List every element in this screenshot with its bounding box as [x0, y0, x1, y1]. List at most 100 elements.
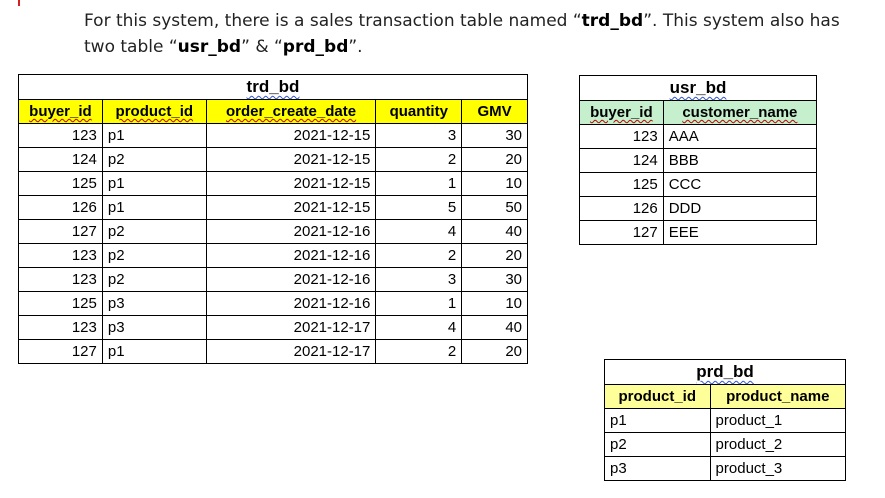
table-cell: 2021-12-17	[205, 315, 377, 340]
intro-trd-name: trd_bd	[581, 11, 644, 31]
trd-bd-table: trd_bd buyer_id product_id order_create_…	[18, 74, 528, 364]
table-cell: 123	[18, 123, 103, 148]
table-row: 123 AAA	[579, 124, 818, 149]
table-row: 127 EEE	[579, 220, 818, 245]
table-cell: 2021-12-17	[205, 339, 377, 364]
intro-text-2: ”. This system also has two table “	[84, 11, 840, 57]
table-cell: BBB	[662, 148, 818, 173]
column-header: buyer_id	[579, 100, 664, 125]
table-row: 126 p1 2021-12-15 5 50	[18, 195, 528, 220]
table-cell: 10	[461, 291, 528, 316]
table-cell: 4	[375, 315, 463, 340]
table-cell: 40	[461, 315, 528, 340]
usr-bd-body: 123 AAA 124 BBB 125 CCC 126 DDD 127 EEE	[579, 124, 818, 245]
table-cell: product_1	[709, 408, 847, 433]
table-cell: p1	[101, 195, 207, 220]
table-cell: 2021-12-16	[205, 267, 377, 292]
table-row: 127 p1 2021-12-17 2 20	[18, 339, 528, 364]
intro-text-4: ”.	[348, 37, 363, 57]
table-cell: 124	[18, 147, 103, 172]
header-customer-name: customer_name	[682, 104, 798, 121]
header-gmv: GMV	[477, 103, 512, 120]
table-header-row: buyer_id product_id order_create_date qu…	[18, 99, 528, 124]
table-row: 127 p2 2021-12-16 4 40	[18, 219, 528, 244]
table-cell: 30	[461, 267, 528, 292]
table-cell: 20	[461, 243, 528, 268]
trd-bd-body: 123 p1 2021-12-15 3 30 124 p2 2021-12-15 2 20 125 p…	[18, 123, 528, 364]
header-order-create-date: order_create_date	[226, 103, 357, 120]
header-product-id: product_id	[115, 103, 194, 120]
table-cell: 1	[375, 291, 463, 316]
table-cell: 127	[18, 219, 103, 244]
table-cell: 40	[461, 219, 528, 244]
intro-text-1: For this system, there is a sales transa…	[84, 11, 582, 31]
table-row: 126 DDD	[579, 196, 818, 221]
table-cell: 20	[461, 147, 528, 172]
table-row: 125 p1 2021-12-15 1 10	[18, 171, 528, 196]
table-cell: AAA	[662, 124, 818, 149]
table-row: 124 p2 2021-12-15 2 20	[18, 147, 528, 172]
table-cell: 124	[579, 148, 664, 173]
table-cell: 123	[18, 267, 103, 292]
header-quantity: quantity	[389, 103, 448, 120]
table-cell: p2	[101, 243, 207, 268]
table-cell: p1	[604, 408, 711, 433]
table-title-row: trd_bd	[18, 74, 528, 100]
table-cell: 123	[18, 243, 103, 268]
table-row: p2 product_2	[604, 432, 847, 457]
prd-bd-title-text: prd_bd	[696, 362, 754, 381]
header-product-id: product_id	[618, 388, 697, 405]
text-cursor-mark	[18, 0, 20, 6]
table-cell: 126	[579, 196, 664, 221]
intro-prd-name: prd_bd	[282, 37, 349, 57]
table-row: 123 p3 2021-12-17 4 40	[18, 315, 528, 340]
table-cell: 125	[579, 172, 664, 197]
table-cell: p2	[604, 432, 711, 457]
column-header: order_create_date	[205, 99, 377, 124]
table-cell: EEE	[662, 220, 818, 245]
table-title-row: usr_bd	[579, 75, 817, 101]
table-cell: p3	[604, 456, 711, 481]
table-cell: 123	[579, 124, 664, 149]
prd-bd-table: prd_bd product_id product_name p1 product…	[604, 359, 847, 481]
table-cell: p2	[101, 219, 207, 244]
table-cell: 2021-12-15	[205, 123, 377, 148]
usr-bd-title-text: usr_bd	[669, 78, 727, 97]
intro-usr-name: usr_bd	[177, 37, 242, 57]
table-cell: p2	[101, 147, 207, 172]
table-cell: product_2	[709, 432, 847, 457]
table-cell: 127	[18, 339, 103, 364]
column-header: product_name	[709, 384, 847, 409]
table-cell: product_3	[709, 456, 847, 481]
table-cell: 5	[375, 195, 463, 220]
column-header: buyer_id	[18, 99, 103, 124]
table-cell: 10	[461, 171, 528, 196]
table-cell: 2021-12-16	[205, 243, 377, 268]
table-cell: 127	[579, 220, 664, 245]
table-cell: p2	[101, 267, 207, 292]
table-row: 125 CCC	[579, 172, 818, 197]
table-row: 123 p2 2021-12-16 2 20	[18, 243, 528, 268]
table-cell: 126	[18, 195, 103, 220]
table-cell: 4	[375, 219, 463, 244]
table-row: 125 p3 2021-12-16 1 10	[18, 291, 528, 316]
trd-bd-title: trd_bd	[18, 74, 528, 100]
table-cell: 2021-12-16	[205, 219, 377, 244]
table-cell: 2	[375, 147, 463, 172]
column-header: product_id	[101, 99, 207, 124]
table-cell: 2021-12-16	[205, 291, 377, 316]
table-cell: 2021-12-15	[205, 171, 377, 196]
column-header: quantity	[375, 99, 463, 124]
table-row: p3 product_3	[604, 456, 847, 481]
usr-bd-table: usr_bd buyer_id customer_name 123 AAA 124 B…	[579, 75, 818, 245]
trd-bd-title-text: trd_bd	[246, 77, 300, 96]
header-buyer-id: buyer_id	[590, 104, 653, 121]
table-cell: CCC	[662, 172, 818, 197]
table-cell: 123	[18, 315, 103, 340]
table-header-row: product_id product_name	[604, 384, 847, 409]
table-cell: 20	[461, 339, 528, 364]
table-cell: DDD	[662, 196, 818, 221]
table-row: 124 BBB	[579, 148, 818, 173]
table-row: 123 p2 2021-12-16 3 30	[18, 267, 528, 292]
table-cell: 125	[18, 291, 103, 316]
